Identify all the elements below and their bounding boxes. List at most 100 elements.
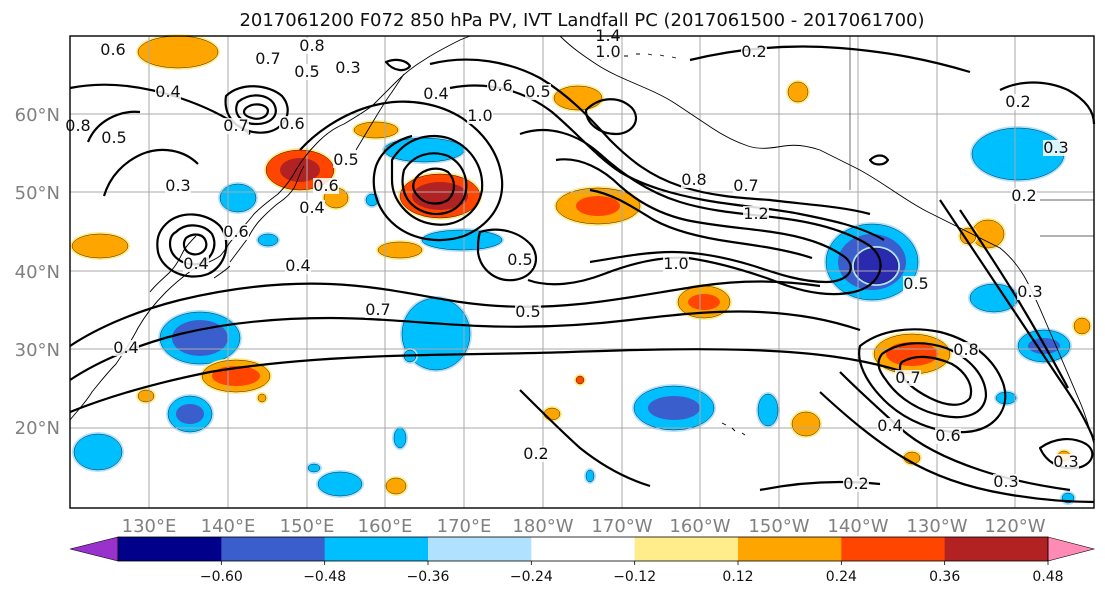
contour-label-halo — [843, 476, 869, 492]
contour-label: 0.4 — [113, 338, 139, 357]
contour-label-text: 0.6 — [313, 176, 338, 195]
contour-label: 0.3 — [993, 472, 1019, 491]
korea-coastline — [149, 235, 197, 293]
latitude-axis: 60°N 50°N 40°N 30°N 20°N — [15, 105, 60, 439]
lon-label: 150°E — [280, 516, 335, 537]
pv-contour — [689, 45, 971, 74]
anomaly-blob — [385, 477, 407, 495]
contour-label: 0.3 — [335, 58, 361, 77]
contour-label-text: 0.6 — [100, 40, 125, 59]
contour-label-text: 0.4 — [299, 198, 324, 217]
contour-label-text: 0.5 — [903, 274, 928, 293]
colorbar-segment — [531, 537, 636, 561]
contour-label: 0.2 — [843, 474, 869, 493]
contour-label-halo — [165, 178, 191, 194]
colorbar-tick-label: 0.48 — [1032, 569, 1063, 585]
lon-label: 160°W — [669, 516, 730, 537]
contour-label-halo — [487, 78, 513, 94]
contour-label: 0.7 — [223, 116, 249, 135]
colorbar-segment — [118, 537, 222, 561]
pv-contour — [877, 342, 988, 419]
contour-label: 0.7 — [733, 176, 759, 195]
contour-label: 1.2 — [743, 204, 769, 223]
contour-label-text: 0.3 — [1017, 282, 1042, 301]
contour-label: 0.6 — [223, 222, 249, 241]
contour-label-text: 0.3 — [1053, 452, 1078, 471]
pv-contour — [242, 103, 270, 120]
anomaly-blob — [307, 463, 321, 473]
contour-label-halo — [953, 342, 979, 358]
lat-label: 60°N — [15, 105, 60, 126]
contour-label-text: 0.4 — [423, 84, 448, 103]
pv-contour — [412, 167, 456, 205]
contour-label-text: 0.4 — [183, 254, 208, 273]
contour-label: 0.6 — [487, 76, 513, 95]
contour-label-halo — [255, 51, 281, 67]
anomaly-blob — [787, 81, 809, 103]
pv-contour — [69, 280, 821, 347]
contour-label-halo — [223, 118, 249, 134]
pv-contour — [839, 371, 1071, 492]
anomaly-blob — [543, 407, 561, 421]
contour-label-text: 0.7 — [223, 116, 248, 135]
contour-label-halo — [993, 474, 1019, 490]
anomaly-blob — [317, 471, 363, 497]
contour-label-text: 0.3 — [165, 176, 190, 195]
figure-title: 2017061200 F072 850 hPa PV, IVT Landfall… — [239, 10, 924, 31]
contour-label-halo — [299, 38, 325, 54]
contour-label-text: 0.3 — [993, 472, 1018, 491]
contour-label-text: 0.5 — [515, 302, 540, 321]
ivt-landfall-pc-shading — [70, 34, 1092, 505]
contour-label-halo — [595, 44, 621, 60]
anomaly-core — [648, 396, 700, 420]
contour-label-halo — [741, 44, 767, 60]
contour-label-halo — [1005, 94, 1031, 110]
contour-label-halo — [507, 252, 533, 268]
pv-contour — [401, 152, 468, 216]
contour-label: 0.5 — [507, 250, 533, 269]
lat-label: 50°N — [15, 183, 60, 204]
contour-label-text: 1.0 — [595, 42, 620, 61]
contour-label-text: 0.2 — [523, 444, 548, 463]
anomaly-blob — [257, 233, 279, 247]
colorbar-tick-label: −0.12 — [613, 569, 656, 585]
contour-labels: 0.6 0.8 0.7 0.5 0.3 0.4 0.7 0.6 0.5 0.3 0.8 0.6 0.5 0… — [65, 26, 1079, 493]
anomaly-core — [280, 158, 320, 182]
pv-contour — [868, 154, 890, 166]
lon-label: 140°E — [201, 516, 256, 537]
pv-contour — [584, 98, 638, 136]
contour-label: 0.7 — [895, 368, 921, 387]
contour-label-text: 0.7 — [365, 300, 390, 319]
japan-coastline — [213, 165, 305, 279]
colorbar-tick-label: −0.24 — [510, 569, 553, 585]
contour-label-halo — [903, 276, 929, 292]
asia-coastline — [69, 35, 471, 421]
anomaly-blob — [853, 247, 899, 285]
colorbar-segment — [738, 537, 842, 561]
contour-label: 0.6 — [313, 176, 339, 195]
colorbar-segment — [634, 537, 739, 561]
pv-contour — [69, 310, 861, 381]
contour-label: 1.0 — [467, 106, 493, 125]
anomaly-core — [172, 320, 228, 356]
contour-label: 1.0 — [663, 254, 689, 273]
contour-label-text: 0.4 — [113, 338, 138, 357]
contour-label-halo — [525, 84, 551, 100]
contour-label-halo — [100, 42, 126, 58]
colorbar-extend-min — [69, 536, 119, 562]
contour-label-halo — [113, 340, 139, 356]
contour-label-text: 0.3 — [1043, 138, 1068, 157]
pv-contour — [429, 58, 871, 216]
contour-label: 0.5 — [294, 62, 320, 81]
contour-label-text: 1.0 — [467, 106, 492, 125]
contour-label: 0.6 — [935, 426, 961, 445]
pv-contour — [858, 328, 1007, 434]
anomaly-core — [212, 366, 260, 386]
contour-label-text: 1.0 — [663, 254, 688, 273]
contour-label: 0.4 — [183, 254, 209, 273]
contour-label-halo — [733, 178, 759, 194]
contour-label-halo — [467, 108, 493, 124]
anomaly-blob — [1073, 317, 1091, 335]
contour-label-halo — [895, 370, 921, 386]
colorbar: −0.60 −0.48 −0.36 −0.24 −0.12 0.12 0.24 0.36 0.4… — [69, 536, 1096, 585]
